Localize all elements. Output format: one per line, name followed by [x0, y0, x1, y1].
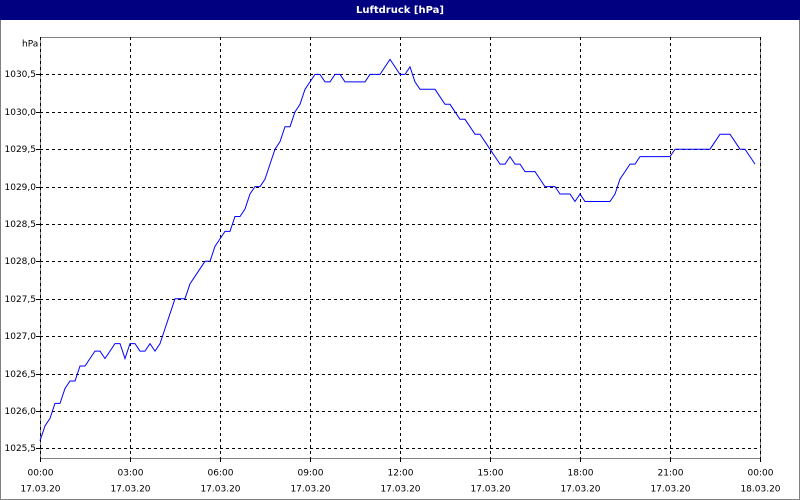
- y-tick-label: 1030,0: [5, 108, 37, 118]
- x-tick-date: 17.03.20: [200, 485, 240, 495]
- y-tick-label: 1030,5: [5, 70, 37, 80]
- y-tick-label: 1027,0: [5, 332, 37, 342]
- chart-title: Luftdruck [hPa]: [356, 5, 444, 16]
- pressure-line: [39, 58, 756, 441]
- x-tick-date: 17.03.20: [470, 485, 510, 495]
- y-tick-label: 1029,0: [5, 183, 37, 193]
- x-tick-label: 18:00: [568, 469, 594, 479]
- title-bar: [0, 0, 800, 20]
- x-tick-date: 17.03.20: [290, 485, 330, 495]
- x-tick-date: 17.03.20: [110, 485, 150, 495]
- x-tick-label: 15:00: [478, 469, 504, 479]
- y-tick-label: 1025,5: [5, 444, 37, 454]
- x-tick-date: 17.03.20: [650, 485, 690, 495]
- y-tick-label: 1027,5: [5, 295, 37, 305]
- y-axis-unit: hPa: [22, 40, 38, 50]
- x-tick-date: 17.03.20: [560, 485, 600, 495]
- x-tick-label: 21:00: [658, 469, 684, 479]
- x-tick-date: 18.03.20: [740, 485, 780, 495]
- x-tick-label: 00:00: [748, 469, 774, 479]
- y-tick-label: 1026,5: [5, 370, 37, 380]
- x-tick-label: 00:00: [28, 469, 54, 479]
- x-tick-label: 03:00: [118, 469, 144, 479]
- x-tick-date: 17.03.20: [380, 485, 420, 495]
- y-tick-label: 1029,5: [5, 145, 37, 155]
- x-tick-label: 06:00: [208, 469, 234, 479]
- y-tick-label: 1026,0: [5, 407, 37, 417]
- x-tick-date: 17.03.20: [20, 485, 60, 495]
- x-tick-label: 09:00: [298, 469, 324, 479]
- y-tick-label: 1028,5: [5, 220, 37, 230]
- y-tick-label: 1028,0: [5, 257, 37, 267]
- x-tick-label: 12:00: [388, 469, 414, 479]
